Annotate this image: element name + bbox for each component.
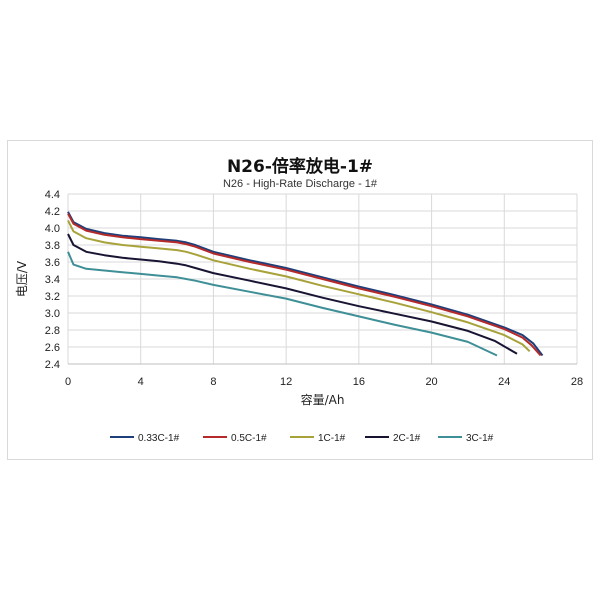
y-tick-label: 2.4 — [45, 359, 60, 371]
legend: 0.33C-1# 0.5C-1# 1C-1# 2C-1# 3C-1# — [110, 433, 494, 444]
series-line-4 — [67, 251, 498, 357]
y-tick-label: 2.8 — [45, 325, 60, 337]
legend-label: 0.33C-1# — [138, 433, 180, 444]
y-tick-label: 4.2 — [45, 206, 60, 218]
x-tick-labels: 0 4 8 12 16 20 24 28 — [65, 376, 583, 388]
y-tick-labels: 2.4 2.6 2.8 3.0 3.2 3.4 3.6 3.8 4.0 4.2 4.4 — [45, 189, 60, 371]
y-tick-label: 3.2 — [45, 291, 60, 303]
legend-item: 3C-1# — [438, 433, 494, 444]
x-tick-label: 0 — [65, 376, 71, 388]
y-tick-label: 4.4 — [45, 189, 60, 201]
y-tick-label: 4.0 — [45, 223, 60, 235]
chart-frame — [7, 140, 593, 460]
x-axis-label: 容量/Ah — [301, 392, 345, 407]
series-line-1 — [67, 213, 542, 357]
y-tick-label: 3.4 — [45, 274, 60, 286]
legend-item: 0.5C-1# — [203, 433, 267, 444]
gridlines — [67, 193, 578, 365]
legend-label: 3C-1# — [466, 433, 494, 444]
legend-item: 0.33C-1# — [110, 433, 180, 444]
legend-label: 1C-1# — [318, 433, 346, 444]
legend-label: 0.5C-1# — [231, 433, 267, 444]
y-axis-label: 电压/V — [15, 260, 29, 297]
series-line-0 — [67, 211, 544, 357]
y-tick-label: 3.8 — [45, 240, 60, 252]
series-line-3 — [67, 233, 518, 355]
legend-item: 1C-1# — [290, 433, 346, 444]
chart-title: N26-倍率放电-1# — [226, 157, 374, 177]
legend-label: 2C-1# — [393, 433, 421, 444]
y-tick-label: 3.0 — [45, 308, 60, 320]
series-lines — [67, 211, 544, 357]
x-tick-label: 20 — [425, 376, 437, 388]
y-tick-label: 3.6 — [45, 257, 60, 269]
x-tick-label: 12 — [280, 376, 292, 388]
y-tick-label: 2.6 — [45, 342, 60, 354]
legend-item: 2C-1# — [365, 433, 421, 444]
x-tick-label: 28 — [571, 376, 583, 388]
series-line-2 — [67, 219, 531, 353]
x-tick-label: 16 — [353, 376, 365, 388]
x-tick-label: 8 — [210, 376, 216, 388]
chart-subtitle: N26 - High-Rate Discharge - 1# — [222, 178, 378, 190]
x-tick-label: 4 — [138, 376, 144, 388]
x-tick-label: 24 — [498, 376, 510, 388]
